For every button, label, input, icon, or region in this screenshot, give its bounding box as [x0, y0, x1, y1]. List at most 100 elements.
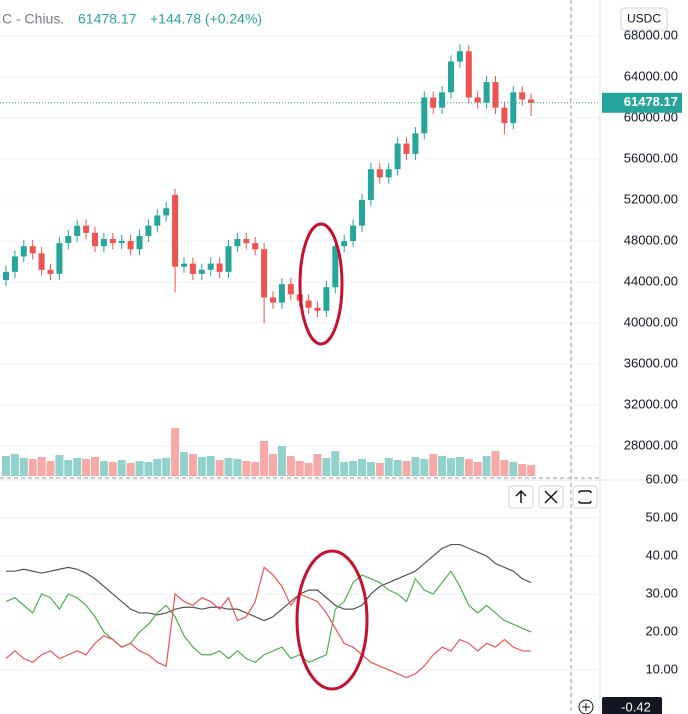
y-tick-label: 28000.00	[624, 438, 678, 453]
candle-body	[38, 253, 45, 270]
candle-body	[252, 243, 259, 250]
y-tick-label: 44000.00	[624, 274, 678, 289]
volume-bar	[108, 462, 117, 476]
volume-bar	[224, 458, 233, 476]
volume-bar	[277, 446, 286, 476]
currency-box[interactable]	[620, 7, 668, 31]
candle-body	[207, 263, 214, 270]
volume-bar	[162, 458, 171, 476]
highlight-ellipse	[295, 549, 369, 691]
y-tick-label: 36000.00	[624, 356, 678, 371]
pane-buttons	[508, 485, 598, 509]
volume-bar	[233, 459, 242, 476]
volume-bar	[429, 454, 438, 476]
candle-body	[20, 246, 27, 257]
candle-body	[421, 97, 428, 134]
value-label-box	[602, 697, 662, 714]
y-tick-label: 40000.00	[624, 315, 678, 330]
y-tick-label: 32000.00	[624, 397, 678, 412]
y-tick-label: 56000.00	[624, 150, 678, 165]
candle-body	[100, 239, 107, 247]
volume-bar	[509, 462, 518, 476]
candle-body	[172, 194, 179, 267]
price: 61478.17	[78, 11, 137, 27]
volume-bar	[331, 451, 340, 476]
candle-body	[341, 241, 348, 247]
last-price-box	[602, 92, 682, 113]
candle-body	[92, 232, 98, 247]
candle-body	[145, 225, 152, 236]
price-axis: 28000.00 32000.00 36000.00 40000.00 44000.00…	[602, 27, 682, 676]
volume-bar	[64, 460, 73, 476]
volume-bar	[144, 462, 153, 476]
y-tick-label: 52000.00	[624, 191, 678, 206]
candle-body	[74, 225, 81, 236]
volume-bar	[73, 458, 82, 476]
candle-body	[270, 297, 276, 303]
volume-bar	[358, 459, 366, 476]
volume-bar	[117, 460, 126, 476]
y-tick-label: 68000.00	[624, 27, 678, 42]
candle-body	[430, 97, 437, 108]
volume-bar	[46, 461, 55, 476]
volume-bar	[188, 454, 197, 476]
symbol: C - Chius.	[2, 11, 64, 27]
y-tick-label: 64000.00	[624, 68, 678, 83]
indicator-line	[6, 543, 532, 622]
volume-bar	[482, 456, 491, 476]
indicator-line	[5, 566, 532, 679]
change: +144.78 (+0.24%)	[150, 11, 262, 27]
candle-body	[47, 269, 54, 274]
last-price-label: 61478.17	[624, 94, 678, 109]
candle-body	[403, 143, 410, 154]
volume-bar	[286, 456, 295, 476]
candle-body	[483, 82, 490, 103]
candle-body	[314, 307, 321, 311]
value-label: -0.42	[621, 699, 651, 714]
volume-bar	[2, 456, 10, 476]
volume-bar	[82, 459, 91, 476]
volume-bar	[126, 463, 135, 476]
y-tick-label: 20.00	[645, 623, 678, 638]
maximize-icon	[578, 490, 592, 504]
candle-body	[528, 99, 535, 103]
y-tick-label: 60000.00	[624, 109, 678, 124]
candle-body	[394, 143, 401, 170]
volume-bar	[420, 459, 429, 476]
volume-bar	[455, 457, 464, 476]
candle-body	[11, 256, 18, 272]
volume-bar	[135, 461, 144, 476]
maximize-button[interactable]	[572, 485, 598, 509]
volume-bar	[180, 452, 188, 476]
candle-body	[501, 107, 508, 124]
volume-bar	[518, 464, 527, 476]
candle-body	[154, 215, 161, 226]
volume-bar	[322, 458, 331, 476]
candle-body	[278, 284, 285, 303]
y-tick-label: 10.00	[645, 661, 678, 676]
volume-bar	[28, 459, 37, 476]
candle-body	[216, 263, 223, 272]
volume-bar	[447, 458, 455, 476]
volume-bar	[10, 454, 19, 476]
volume-bar	[464, 459, 473, 476]
candle-body	[234, 239, 241, 247]
volume-bar	[304, 463, 313, 476]
volume-bar	[438, 456, 447, 476]
candle-body	[3, 271, 9, 281]
candle-body	[136, 235, 143, 250]
volume-bar	[402, 461, 411, 476]
plus-icon	[582, 703, 590, 711]
marks	[0, 44, 600, 679]
volume-bar	[55, 455, 64, 476]
volume-bar	[19, 458, 28, 476]
volume-bar	[527, 465, 536, 476]
volume-bar	[349, 461, 358, 476]
candle-body	[332, 246, 339, 288]
volume-bar	[206, 456, 215, 476]
y-tick-label: 60.00	[645, 471, 678, 486]
candle-body	[510, 92, 517, 124]
volume-bar	[260, 441, 269, 476]
